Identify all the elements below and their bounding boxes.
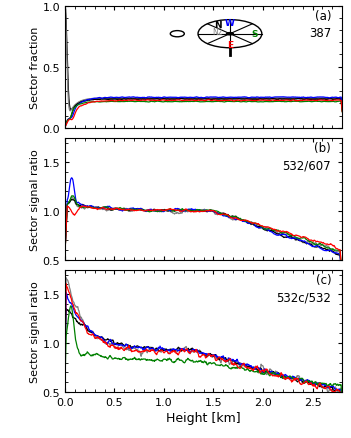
- Text: S: S: [252, 30, 258, 39]
- Y-axis label: Sector fraction: Sector fraction: [30, 26, 40, 109]
- Y-axis label: Sector signal ratio: Sector signal ratio: [30, 148, 40, 250]
- Text: E: E: [227, 41, 233, 50]
- Text: (a)
387: (a) 387: [309, 10, 331, 40]
- Text: (b)
532/607: (b) 532/607: [283, 142, 331, 172]
- Circle shape: [226, 33, 234, 36]
- X-axis label: Height [km]: Height [km]: [166, 411, 241, 424]
- Text: N: N: [214, 21, 221, 30]
- Text: N2: N2: [213, 28, 223, 37]
- Text: W: W: [225, 19, 235, 28]
- Y-axis label: Sector signal ratio: Sector signal ratio: [30, 280, 40, 382]
- Text: (c)
532c/532: (c) 532c/532: [276, 274, 331, 304]
